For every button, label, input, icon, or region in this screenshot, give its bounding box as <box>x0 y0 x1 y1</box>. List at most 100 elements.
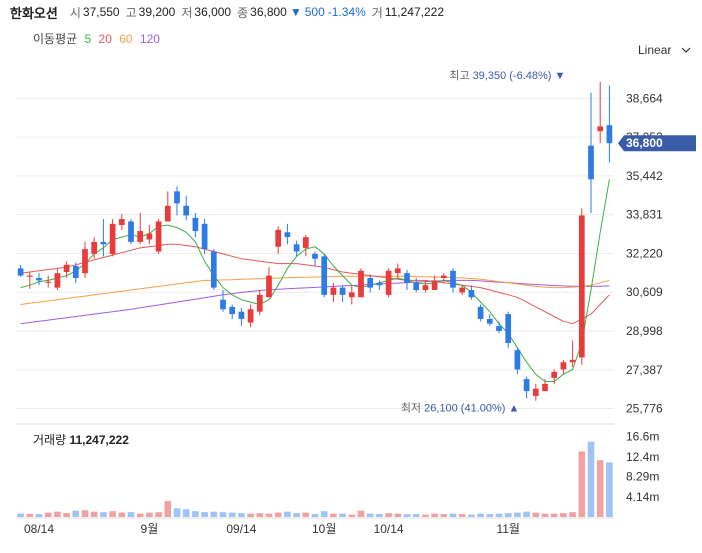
candle-body <box>137 231 144 242</box>
open-label: 시 <box>69 5 81 20</box>
candle-body <box>183 205 190 216</box>
volume-bars <box>17 441 613 517</box>
date-tick-label: 09/14 <box>226 522 256 536</box>
low-marker: 최저 26,100 (41.00%) ▲ <box>401 402 520 415</box>
volume-bar <box>228 512 236 517</box>
candle-body <box>588 145 594 180</box>
volume-bar <box>302 512 310 517</box>
volume-bar <box>366 513 374 517</box>
volume-bar <box>54 511 61 517</box>
volume-bar <box>403 514 411 517</box>
candle-body <box>422 285 429 291</box>
ma-5[interactable]: 5 <box>84 32 92 46</box>
price-tick-label: 38,664 <box>626 91 663 105</box>
ma-20[interactable]: 20 <box>98 32 112 46</box>
candle-body <box>312 253 318 259</box>
volume-bar <box>523 511 530 517</box>
moving-average-legend: 이동평균 5 20 60 120 <box>33 30 164 47</box>
candle-body <box>394 268 401 274</box>
volume-bar <box>192 511 199 517</box>
candle-body <box>72 265 79 278</box>
price-tick-label: 25,776 <box>626 402 663 416</box>
candle-body <box>210 251 217 288</box>
candle-body <box>63 264 70 272</box>
candle-body <box>551 371 558 378</box>
volume-bar <box>118 512 126 517</box>
date-axis: 08/14 9월 09/14 10월 10/14 11월 <box>16 517 614 536</box>
volume-bar <box>164 500 172 517</box>
close-value: 36,800 <box>250 5 287 19</box>
date-tick-label: 10/14 <box>374 522 404 536</box>
candle-body <box>256 294 263 312</box>
volume-bar <box>173 508 181 517</box>
volume-bar <box>376 514 383 517</box>
volume-bar <box>458 514 466 517</box>
candle-body <box>293 244 300 252</box>
volume-bar <box>587 441 595 517</box>
candles <box>17 81 613 401</box>
scale-dropdown[interactable]: Linear <box>638 43 691 57</box>
volume-bar <box>578 451 586 517</box>
candle-body <box>468 290 475 298</box>
volume-bar <box>514 512 521 517</box>
volume-bar <box>449 513 457 517</box>
volume-bar <box>256 513 264 517</box>
volume-bar <box>330 513 337 517</box>
candle-body <box>560 362 567 370</box>
volume-bar <box>532 512 540 517</box>
price-tick-label: 27,387 <box>626 363 663 377</box>
volume-bar <box>219 512 227 517</box>
candle-body <box>26 275 33 277</box>
candle-body <box>431 280 438 291</box>
change-percent: -1.34% <box>327 5 366 19</box>
volume-bar <box>495 513 503 517</box>
candle-body <box>450 270 456 288</box>
extreme-markers: 최고 39,350 (-6.48%) ▼ 최저 26,100 (41.00%) ▲ <box>401 69 566 415</box>
ma20-line <box>20 243 610 325</box>
volume-bar <box>265 513 273 517</box>
volume-bar <box>412 514 420 517</box>
date-tick-label: 10월 <box>312 522 336 536</box>
volume-bar <box>504 513 512 517</box>
volume-bar <box>348 514 356 517</box>
volume-bar <box>17 513 24 517</box>
high-label: 고 <box>125 5 137 20</box>
candle-body <box>578 215 585 358</box>
volume-tick-label: 12.4m <box>626 450 659 464</box>
candle-body <box>146 233 153 240</box>
volume-tick-label: 4.14m <box>626 490 659 504</box>
candle-body <box>376 282 383 286</box>
close-label: 종 <box>237 5 249 20</box>
volume-bar <box>550 513 558 517</box>
ma-120[interactable]: 120 <box>139 32 160 46</box>
candle-body <box>496 326 502 331</box>
change-value: 500 <box>304 5 325 19</box>
volume-bar <box>155 512 162 517</box>
high-value: 39,200 <box>138 5 176 19</box>
volume-axis: 16.6m 12.4m 8.29m 4.14m <box>626 429 659 504</box>
candle-body <box>440 275 447 278</box>
volume-bar <box>247 513 254 517</box>
candle-body <box>155 221 162 252</box>
ma60-line <box>20 275 610 305</box>
price-tick-label: 33,831 <box>626 208 663 222</box>
volume-bar <box>596 460 604 517</box>
candle-body <box>348 292 355 298</box>
candle-body <box>238 311 245 319</box>
ma-60[interactable]: 60 <box>119 32 133 46</box>
volume-bar <box>541 513 549 517</box>
candle-body <box>321 256 328 295</box>
volume-bar <box>63 513 70 517</box>
volume-bar <box>90 511 98 517</box>
volume-bar <box>146 512 153 517</box>
volume-bar <box>182 509 190 517</box>
volume-bar <box>477 513 484 517</box>
volume-bar <box>201 512 208 517</box>
volume-bar <box>569 512 576 517</box>
low-value: 36,000 <box>194 5 232 19</box>
volume-bar <box>468 514 475 517</box>
volume-bar <box>440 514 448 517</box>
change-down-icon: ▼ <box>289 5 302 19</box>
price-tick-label: 35,442 <box>626 169 663 183</box>
